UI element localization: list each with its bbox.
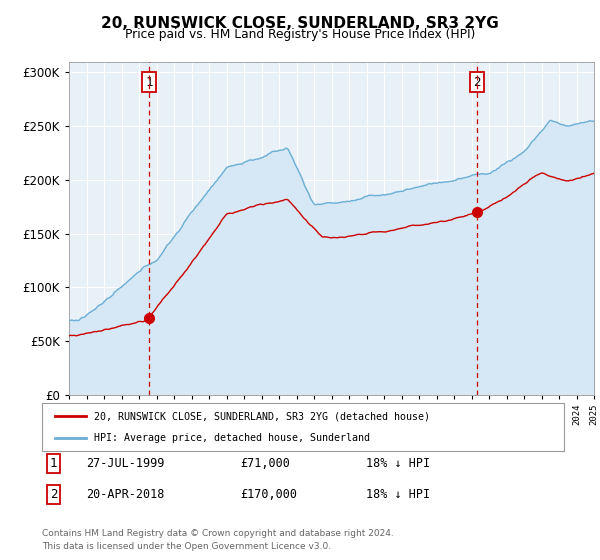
Text: 18% ↓ HPI: 18% ↓ HPI: [365, 488, 430, 501]
Text: 27-JUL-1999: 27-JUL-1999: [86, 457, 165, 470]
Text: 2: 2: [50, 488, 57, 501]
Text: 20, RUNSWICK CLOSE, SUNDERLAND, SR3 2YG (detached house): 20, RUNSWICK CLOSE, SUNDERLAND, SR3 2YG …: [94, 411, 430, 421]
Text: 1: 1: [145, 76, 153, 88]
FancyBboxPatch shape: [42, 403, 564, 451]
Text: 18% ↓ HPI: 18% ↓ HPI: [365, 457, 430, 470]
Text: £170,000: £170,000: [241, 488, 298, 501]
Text: 1: 1: [50, 457, 57, 470]
Text: 2: 2: [473, 76, 481, 88]
Text: Contains HM Land Registry data © Crown copyright and database right 2024.
This d: Contains HM Land Registry data © Crown c…: [42, 529, 394, 550]
Text: 20, RUNSWICK CLOSE, SUNDERLAND, SR3 2YG: 20, RUNSWICK CLOSE, SUNDERLAND, SR3 2YG: [101, 16, 499, 31]
Text: £71,000: £71,000: [241, 457, 290, 470]
Text: 20-APR-2018: 20-APR-2018: [86, 488, 165, 501]
Text: Price paid vs. HM Land Registry's House Price Index (HPI): Price paid vs. HM Land Registry's House …: [125, 28, 475, 41]
Text: HPI: Average price, detached house, Sunderland: HPI: Average price, detached house, Sund…: [94, 433, 370, 443]
